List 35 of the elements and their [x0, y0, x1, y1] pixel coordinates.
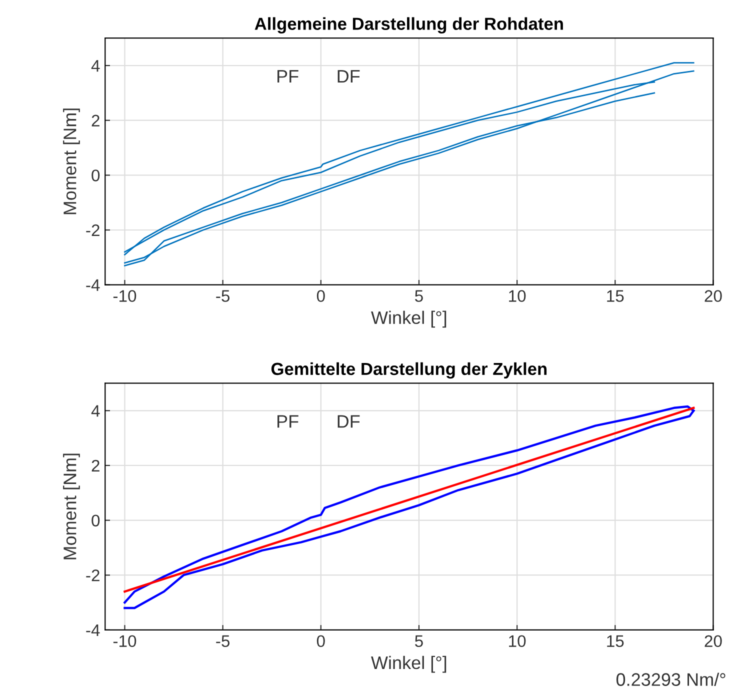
- y-tick-label: -4: [86, 279, 100, 291]
- x-tick-label: 10: [509, 635, 526, 648]
- x-tick-label: 20: [704, 635, 722, 648]
- annotation: DF: [338, 415, 360, 428]
- x-tick-label: 0: [316, 635, 325, 648]
- y-axis-title: Moment [Nm]: [63, 454, 80, 560]
- y-tick-label: -2: [86, 224, 100, 236]
- x-tick-label: 15: [607, 635, 624, 648]
- chart-title: Gemittelte Darstellung der Zyklen: [271, 362, 547, 379]
- annotation: DF: [338, 70, 360, 83]
- y-tick-label: 4: [91, 405, 100, 417]
- x-tick-label: 5: [415, 635, 423, 648]
- x-tick-label: 0: [316, 290, 325, 302]
- y-tick-label: -4: [86, 624, 100, 636]
- x-tick-label: -5: [216, 290, 230, 302]
- y-axis-title: Moment [Nm]: [63, 108, 80, 214]
- chart-title: Allgemeine Darstellung der Rohdaten: [254, 17, 563, 34]
- x-axis-title: Winkel [°]: [371, 310, 446, 328]
- x-axis-title: Winkel [°]: [371, 656, 446, 673]
- x-tick-label: 20: [704, 290, 722, 302]
- annotation: PF: [277, 415, 298, 428]
- x-tick-label: 15: [607, 290, 624, 302]
- y-tick-label: 4: [91, 60, 100, 72]
- text: 0.23293 Nm/°: [616, 672, 726, 686]
- y-tick-label: 0: [92, 170, 100, 182]
- y-tick-label: -2: [86, 570, 100, 582]
- x-tick-label: -10: [113, 290, 136, 302]
- x-tick-label: 5: [415, 290, 423, 302]
- y-tick-label: 2: [92, 460, 100, 472]
- annotation: PF: [277, 70, 298, 83]
- y-tick-label: 2: [92, 114, 100, 126]
- x-tick-label: -5: [216, 635, 230, 648]
- x-tick-label: -10: [113, 635, 136, 648]
- x-tick-label: 10: [509, 290, 526, 302]
- y-tick-label: 0: [92, 514, 100, 526]
